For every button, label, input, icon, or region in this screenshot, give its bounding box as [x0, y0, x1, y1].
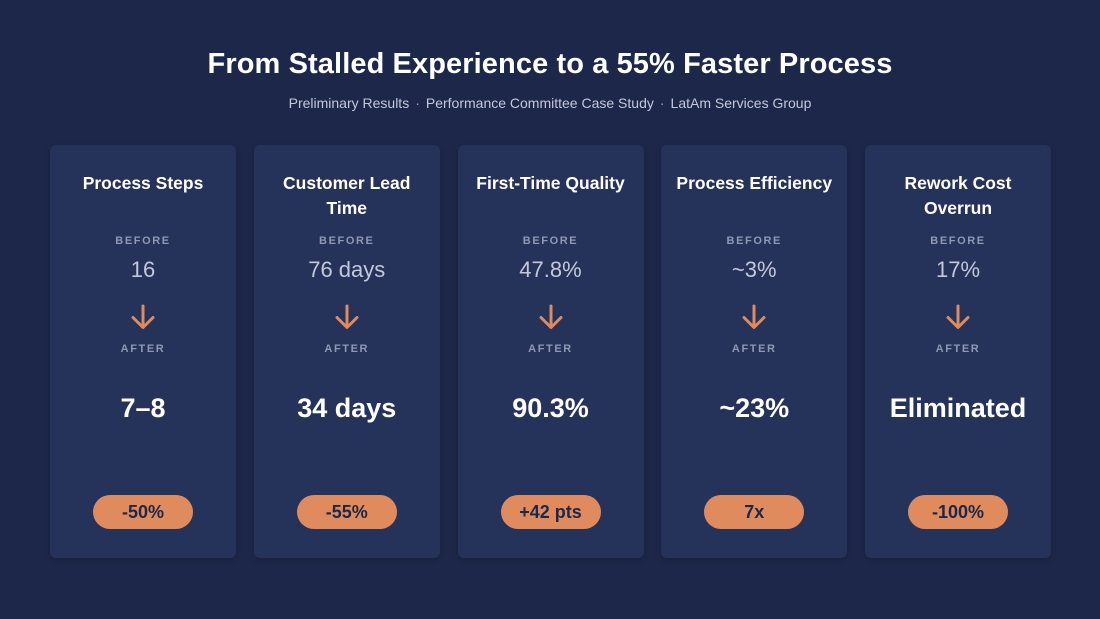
metric-card-first-time-quality: First-Time Quality BEFORE 47.8% AFTER 90… — [457, 145, 644, 558]
after-value: 7–8 — [120, 393, 166, 423]
subtitle-separator: · — [415, 95, 420, 111]
page-subtitle: Preliminary Results · Performance Committe… — [0, 95, 1100, 111]
change-badge: -55% — [296, 495, 397, 529]
after-value: Eliminated — [889, 393, 1027, 423]
after-value: 34 days — [297, 393, 397, 423]
arrow-down-icon — [131, 304, 155, 329]
metric-cards: Process Steps BEFORE 16 AFTER 7–8 -50% C… — [50, 145, 1051, 558]
before-value: 17% — [935, 257, 981, 282]
before-label: BEFORE — [726, 235, 782, 247]
after-value: ~23% — [719, 393, 790, 423]
card-title: Process Steps — [82, 173, 204, 193]
before-label: BEFORE — [319, 235, 375, 247]
arrow-down-icon — [742, 304, 766, 329]
metric-card-process-efficiency: Process Efficiency BEFORE ~3% AFTER ~23%… — [661, 145, 848, 558]
card-title: Customer Lead Time — [283, 173, 411, 218]
after-label: AFTER — [528, 343, 573, 355]
after-label: AFTER — [731, 343, 777, 355]
metric-card-customer-lead-time: Customer Lead Time BEFORE 76 days AFTER … — [253, 145, 440, 558]
change-badge: -100% — [908, 495, 1008, 529]
page-title: From Stalled Experience to a 55% Faster … — [207, 48, 893, 80]
before-label: BEFORE — [522, 235, 579, 247]
subtitle-report-type: Preliminary Results — [288, 95, 410, 111]
before-label: BEFORE — [930, 235, 986, 247]
after-label: AFTER — [120, 343, 166, 355]
subtitle-group-name: LatAm Services Group — [670, 95, 812, 111]
card-title: Process Efficiency — [676, 173, 833, 193]
arrow-down-icon — [335, 304, 359, 329]
before-label: BEFORE — [115, 235, 171, 247]
metric-card-rework-cost-overrun: Rework Cost Overrun BEFORE 17% AFTER Eli… — [865, 145, 1051, 558]
before-value: 47.8% — [519, 257, 582, 282]
before-value: 16 — [130, 257, 156, 282]
change-badge: 7x — [704, 495, 805, 529]
after-label: AFTER — [324, 343, 370, 355]
change-badge: -50% — [93, 495, 193, 529]
after-label: AFTER — [935, 343, 981, 355]
arrow-down-icon — [539, 304, 562, 329]
subtitle-separator: · — [659, 95, 665, 111]
metric-card-process-steps: Process Steps BEFORE 16 AFTER 7–8 -50% — [50, 145, 236, 558]
before-value: 76 days — [308, 257, 386, 282]
card-title: Rework Cost Overrun — [904, 173, 1012, 218]
card-title: First-Time Quality — [476, 173, 625, 193]
subtitle-study-name: Performance Committee Case Study — [425, 95, 654, 111]
arrow-down-icon — [946, 304, 970, 329]
after-value: 90.3% — [512, 393, 589, 423]
before-value: ~3% — [731, 257, 777, 282]
change-badge: +42 pts — [500, 495, 601, 529]
